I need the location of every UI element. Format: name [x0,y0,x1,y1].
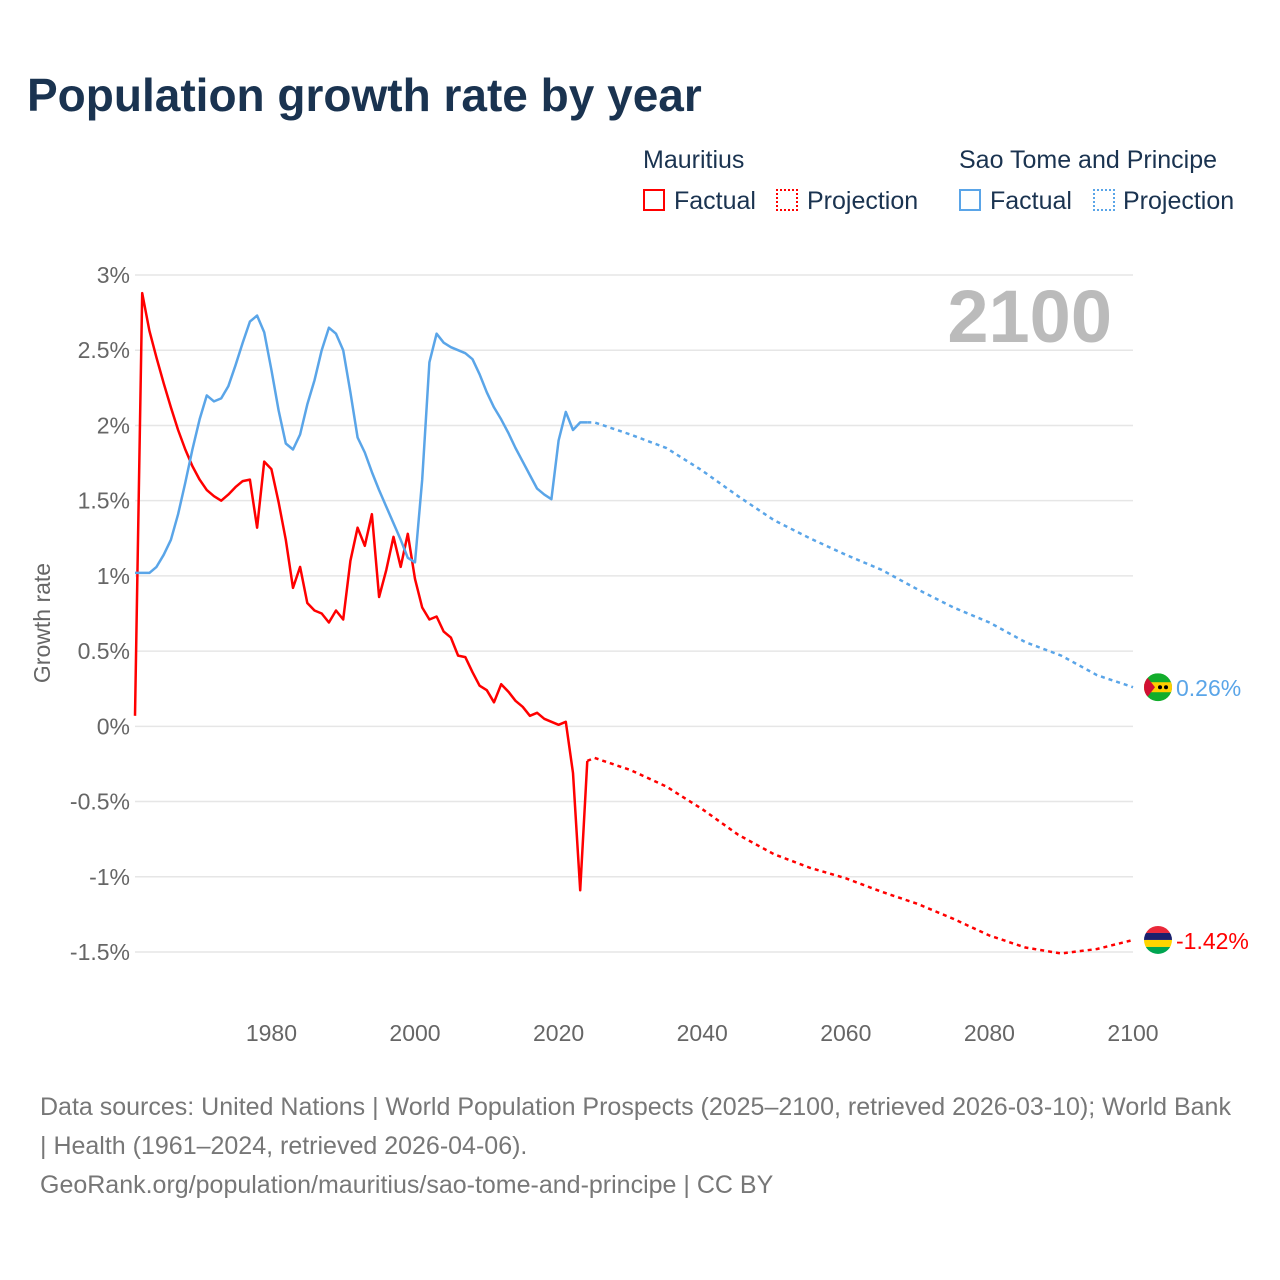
stp-flag-icon [1144,673,1172,702]
end-value-label: 0.26% [1176,675,1241,701]
series-line-mauritius-projection [586,756,1134,955]
y-tick-label: 2% [97,412,130,438]
footer-link[interactable]: GeoRank.org/population/mauritius/sao-tom… [40,1171,774,1199]
footer-sources: Data sources: United Nations | World Pop… [40,1093,1231,1160]
y-tick-label: 1.5% [78,488,130,514]
x-tick-label: 2020 [533,1020,584,1046]
series-line-stp-factual [135,314,588,575]
y-tick-label: 0% [97,713,130,739]
legend-swatch-stp-factual [959,189,981,211]
series-line-mauritius-factual [133,291,589,892]
year-indicator: 2100 [947,275,1112,358]
y-tick-label: 0.5% [78,638,130,664]
legend-mauritius-factual[interactable]: Factual [674,187,756,215]
x-tick-label: 2060 [820,1020,871,1046]
footer: Data sources: United Nations | World Pop… [40,1088,1240,1205]
legend-swatch-mauritius-factual [643,189,665,211]
x-tick-label: 2080 [964,1020,1015,1046]
x-tick-label: 2040 [677,1020,728,1046]
legend-group-stp: Sao Tome and Principe [959,146,1218,174]
y-tick-label: 1% [97,563,130,589]
y-tick-label: 3% [97,262,130,288]
x-tick-label: 1980 [246,1020,297,1046]
legend-group-mauritius: Mauritius [643,146,745,174]
y-tick-label: -1% [89,864,130,890]
legend-stp-factual[interactable]: Factual [990,187,1072,215]
legend-swatch-mauritius-projection [776,189,798,211]
legend-swatch-stp-projection [1093,189,1115,211]
y-tick-label: -1.5% [70,939,130,965]
y-tick-label: -0.5% [70,789,130,815]
series-line-stp-projection [587,421,1134,689]
mauritius-flag-icon [1144,925,1172,954]
end-value-label: -1.42% [1176,928,1249,954]
x-tick-label: 2100 [1107,1020,1158,1046]
x-tick-label: 2000 [389,1020,440,1046]
y-axis-label: Growth rate [29,563,55,683]
chart-title: Population growth rate by year [27,69,702,121]
legend-stp-projection[interactable]: Projection [1123,187,1235,215]
legend-mauritius-projection[interactable]: Projection [807,187,919,215]
y-tick-label: 2.5% [78,337,130,363]
